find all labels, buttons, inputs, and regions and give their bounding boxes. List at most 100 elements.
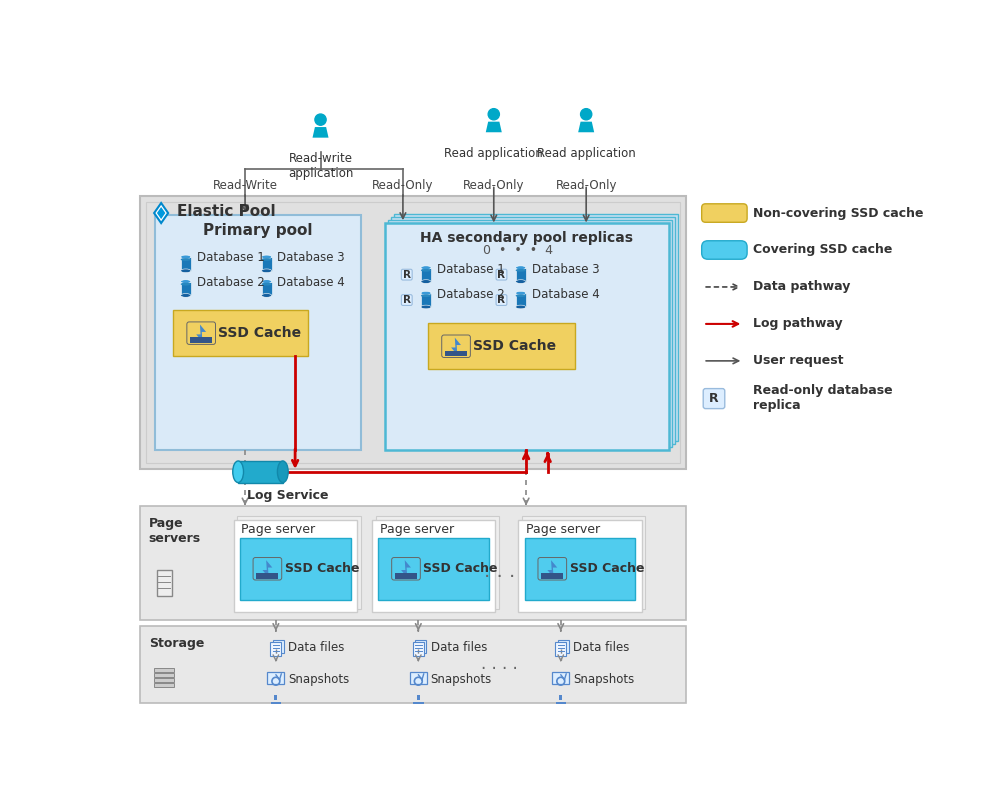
Text: Log Service: Log Service — [246, 489, 328, 502]
Ellipse shape — [180, 255, 191, 258]
Circle shape — [488, 109, 499, 120]
Ellipse shape — [261, 258, 272, 261]
Bar — [395, 573, 417, 578]
Text: Non-covering SSD cache: Non-covering SSD cache — [753, 206, 924, 219]
Text: Read-write
application: Read-write application — [288, 152, 353, 180]
Bar — [525, 538, 635, 599]
Polygon shape — [313, 127, 328, 138]
Ellipse shape — [261, 269, 272, 273]
FancyBboxPatch shape — [702, 241, 747, 259]
Bar — [557, 640, 569, 654]
Bar — [234, 519, 357, 612]
Ellipse shape — [516, 294, 526, 297]
Bar — [541, 573, 563, 578]
Text: Read-Only: Read-Only — [555, 179, 617, 192]
FancyBboxPatch shape — [702, 204, 747, 222]
Bar — [428, 323, 575, 370]
Bar — [154, 669, 175, 673]
Bar — [273, 640, 284, 654]
Ellipse shape — [261, 294, 272, 298]
Text: Snapshots: Snapshots — [288, 673, 349, 686]
FancyBboxPatch shape — [401, 270, 412, 280]
Bar — [559, 695, 562, 700]
Bar — [410, 672, 427, 684]
Polygon shape — [154, 203, 169, 223]
Text: SSD Cache: SSD Cache — [219, 326, 302, 340]
Bar — [388, 220, 671, 447]
Polygon shape — [401, 560, 411, 578]
Bar — [180, 257, 191, 270]
FancyBboxPatch shape — [401, 294, 412, 306]
FancyBboxPatch shape — [391, 558, 420, 580]
Ellipse shape — [421, 266, 431, 270]
Bar — [379, 538, 489, 599]
Bar — [274, 695, 277, 700]
Bar — [372, 519, 495, 612]
Text: Read-Only: Read-Only — [463, 179, 525, 192]
Text: User request: User request — [753, 354, 844, 367]
Polygon shape — [547, 560, 557, 578]
Ellipse shape — [421, 305, 431, 309]
Ellipse shape — [180, 280, 191, 283]
Bar — [421, 268, 431, 282]
Text: SSD Cache: SSD Cache — [285, 562, 359, 575]
Bar — [140, 196, 686, 470]
Ellipse shape — [261, 280, 272, 283]
Ellipse shape — [180, 269, 191, 273]
Bar — [190, 338, 212, 343]
Text: Read application: Read application — [445, 147, 543, 160]
Bar — [413, 702, 424, 704]
Circle shape — [315, 114, 326, 126]
Bar — [256, 573, 278, 578]
Bar — [516, 293, 526, 307]
Text: Data pathway: Data pathway — [753, 281, 851, 294]
FancyBboxPatch shape — [187, 322, 216, 345]
Ellipse shape — [516, 291, 526, 295]
Text: Read-Only: Read-Only — [372, 179, 434, 192]
Bar — [519, 519, 642, 612]
Ellipse shape — [180, 282, 191, 286]
Polygon shape — [196, 325, 206, 342]
FancyBboxPatch shape — [496, 270, 507, 280]
Bar — [140, 626, 686, 702]
Bar — [174, 310, 309, 356]
Text: Page server: Page server — [380, 523, 454, 536]
Text: SSD Cache: SSD Cache — [423, 562, 498, 575]
Bar — [146, 202, 680, 463]
Text: Read application: Read application — [536, 147, 636, 160]
Ellipse shape — [421, 269, 431, 272]
Text: Page server: Page server — [242, 523, 316, 536]
Ellipse shape — [421, 294, 431, 297]
Ellipse shape — [277, 461, 288, 482]
Bar — [154, 678, 175, 682]
Ellipse shape — [516, 266, 526, 270]
Text: Database 1: Database 1 — [437, 262, 505, 276]
FancyBboxPatch shape — [703, 389, 725, 409]
Text: Elastic Pool: Elastic Pool — [176, 204, 275, 219]
Ellipse shape — [516, 280, 526, 283]
Bar — [270, 702, 281, 704]
Text: HA secondary pool replicas: HA secondary pool replicas — [420, 230, 633, 245]
Bar — [555, 702, 566, 704]
Polygon shape — [486, 122, 502, 132]
FancyBboxPatch shape — [253, 558, 282, 580]
Circle shape — [581, 109, 592, 120]
Ellipse shape — [421, 280, 431, 283]
Text: Database 4: Database 4 — [277, 276, 345, 289]
Ellipse shape — [233, 461, 244, 482]
Ellipse shape — [180, 258, 191, 261]
Ellipse shape — [180, 294, 191, 298]
Text: Data files: Data files — [288, 641, 344, 654]
Bar — [552, 672, 569, 684]
Ellipse shape — [516, 269, 526, 272]
Bar — [417, 695, 420, 700]
Bar — [240, 538, 351, 599]
Bar — [238, 517, 361, 609]
FancyBboxPatch shape — [496, 294, 507, 306]
Bar — [394, 214, 677, 441]
Text: Database 2: Database 2 — [196, 276, 264, 289]
Ellipse shape — [261, 282, 272, 286]
Bar — [239, 461, 283, 482]
Bar — [180, 282, 191, 295]
Bar — [270, 642, 281, 656]
